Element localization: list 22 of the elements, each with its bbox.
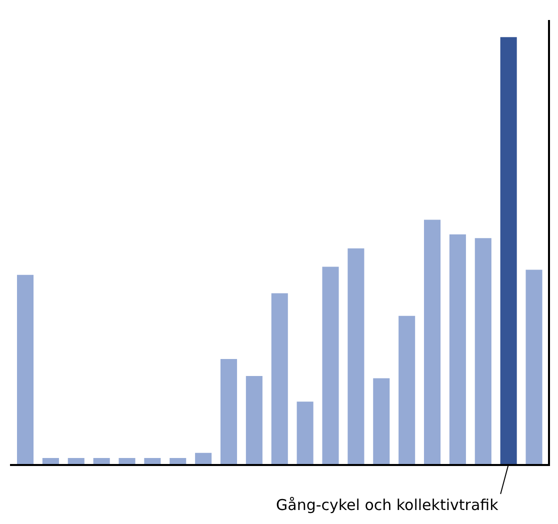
- bar: [170, 458, 186, 464]
- bar: [474, 238, 492, 464]
- bar: [322, 266, 339, 464]
- bar: [118, 458, 136, 464]
- bar: [42, 458, 59, 464]
- bar: [526, 270, 542, 464]
- bar: [93, 458, 110, 464]
- bar: [424, 220, 441, 464]
- bar: [68, 458, 84, 464]
- bar: [220, 358, 238, 464]
- bar: [348, 248, 364, 464]
- bar: [449, 234, 466, 464]
- bar: [373, 378, 390, 464]
- bar: [296, 402, 314, 464]
- bar: [17, 274, 34, 464]
- bar: [398, 316, 416, 464]
- bar: [144, 458, 161, 464]
- text: Gång-cykel och kollektivtrafik: [276, 496, 499, 514]
- bar: [195, 452, 212, 464]
- bar: [246, 376, 262, 464]
- bar: [500, 37, 517, 464]
- bar: [271, 293, 288, 464]
